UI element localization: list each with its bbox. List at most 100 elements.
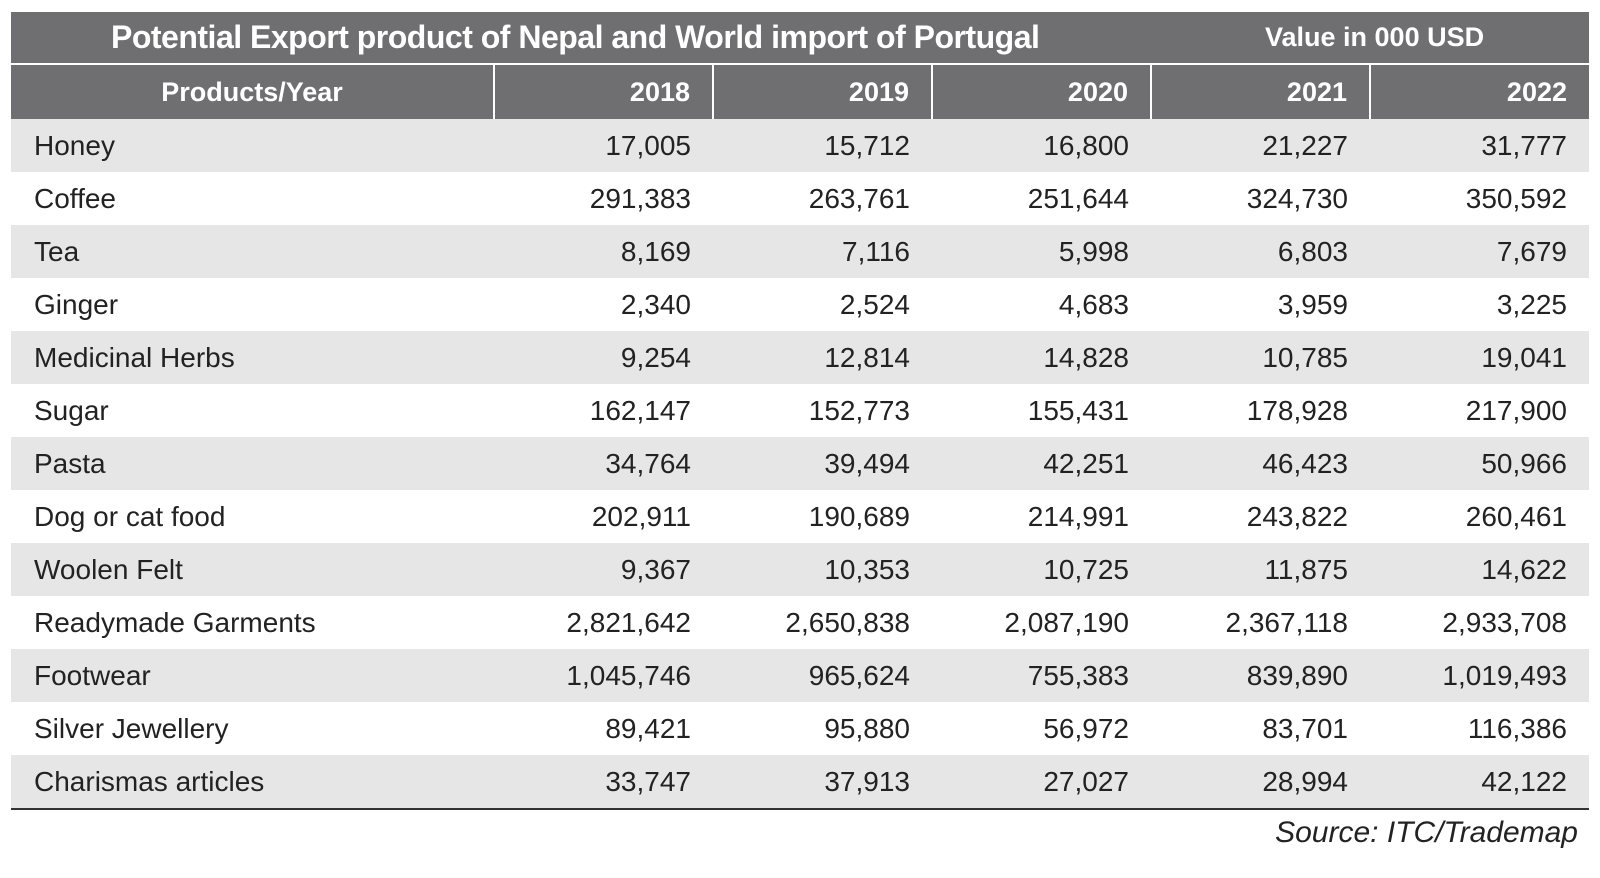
product-name-cell: Readymade Garments (11, 596, 494, 649)
table-row: Woolen Felt 9,367 10,353 10,725 11,875 14,622 (11, 543, 1589, 596)
column-header-2020: 2020 (931, 65, 1151, 119)
table-row: Pasta 34,764 39,494 42,251 46,423 50,966 (11, 437, 1589, 490)
value-cell-2020: 5,998 (932, 225, 1151, 278)
product-name-cell: Medicinal Herbs (11, 331, 494, 384)
value-cell-2019: 2,524 (713, 278, 932, 331)
product-name-cell: Footwear (11, 649, 494, 702)
table-row: Sugar 162,147 152,773 155,431 178,928 217,900 (11, 384, 1589, 437)
value-cell-2022: 1,019,493 (1370, 649, 1589, 702)
value-cell-2018: 34,764 (494, 437, 713, 490)
value-cell-2022: 19,041 (1370, 331, 1589, 384)
value-cell-2022: 217,900 (1370, 384, 1589, 437)
table-row: Tea 8,169 7,116 5,998 6,803 7,679 (11, 225, 1589, 278)
value-cell-2020: 56,972 (932, 702, 1151, 755)
value-cell-2019: 15,712 (713, 119, 932, 172)
value-cell-2019: 10,353 (713, 543, 932, 596)
value-cell-2018: 9,367 (494, 543, 713, 596)
table-row: Ginger 2,340 2,524 4,683 3,959 3,225 (11, 278, 1589, 331)
product-name-cell: Tea (11, 225, 494, 278)
table-body: Honey 17,005 15,712 16,800 21,227 31,777 Coffe… (11, 119, 1589, 810)
value-cell-2018: 9,254 (494, 331, 713, 384)
value-cell-2022: 3,225 (1370, 278, 1589, 331)
value-cell-2019: 263,761 (713, 172, 932, 225)
value-cell-2022: 42,122 (1370, 755, 1589, 810)
value-cell-2022: 350,592 (1370, 172, 1589, 225)
value-cell-2018: 89,421 (494, 702, 713, 755)
product-name-cell: Honey (11, 119, 494, 172)
value-cell-2021: 6,803 (1151, 225, 1370, 278)
value-cell-2021: 324,730 (1151, 172, 1370, 225)
table-row: Charismas articles 33,747 37,913 27,027 28,9… (11, 755, 1589, 810)
value-cell-2021: 178,928 (1151, 384, 1370, 437)
value-cell-2020: 214,991 (932, 490, 1151, 543)
value-cell-2021: 83,701 (1151, 702, 1370, 755)
value-cell-2021: 2,367,118 (1151, 596, 1370, 649)
value-cell-2019: 95,880 (713, 702, 932, 755)
product-name-cell: Ginger (11, 278, 494, 331)
value-cell-2018: 291,383 (494, 172, 713, 225)
table-title: Potential Export product of Nepal and Wo… (111, 19, 1040, 55)
product-name-cell: Coffee (11, 172, 494, 225)
value-cell-2022: 260,461 (1370, 490, 1589, 543)
value-cell-2018: 8,169 (494, 225, 713, 278)
product-name-cell: Woolen Felt (11, 543, 494, 596)
table-title-bar: Potential Export product of Nepal and Wo… (11, 12, 1589, 65)
value-cell-2020: 42,251 (932, 437, 1151, 490)
column-header-2018: 2018 (493, 65, 713, 119)
value-cell-2020: 2,087,190 (932, 596, 1151, 649)
value-cell-2018: 1,045,746 (494, 649, 713, 702)
value-cell-2019: 7,116 (713, 225, 932, 278)
value-cell-2019: 37,913 (713, 755, 932, 810)
value-cell-2022: 116,386 (1370, 702, 1589, 755)
product-import-table: Products/Year 2018 2019 2020 2021 2022 H… (11, 65, 1589, 810)
value-cell-2018: 2,340 (494, 278, 713, 331)
value-cell-2019: 190,689 (713, 490, 932, 543)
table-row: Silver Jewellery 89,421 95,880 56,972 83,701… (11, 702, 1589, 755)
table-header: Products/Year 2018 2019 2020 2021 2022 (11, 65, 1589, 119)
value-cell-2022: 14,622 (1370, 543, 1589, 596)
table-row: Coffee 291,383 263,761 251,644 324,730 350,59… (11, 172, 1589, 225)
product-name-cell: Charismas articles (11, 755, 494, 810)
product-name-cell: Pasta (11, 437, 494, 490)
value-cell-2019: 965,624 (713, 649, 932, 702)
value-cell-2021: 28,994 (1151, 755, 1370, 810)
value-cell-2021: 839,890 (1151, 649, 1370, 702)
column-header-2021: 2021 (1150, 65, 1370, 119)
source-note: Source: ITC/Trademap (1275, 816, 1578, 849)
value-cell-2019: 12,814 (713, 331, 932, 384)
value-cell-2022: 7,679 (1370, 225, 1589, 278)
table-row: Footwear 1,045,746 965,624 755,383 839,890 1,… (11, 649, 1589, 702)
column-header-products: Products/Year (11, 65, 494, 119)
table-unit-label: Value in 000 USD (1265, 22, 1485, 52)
value-cell-2021: 243,822 (1151, 490, 1370, 543)
value-cell-2019: 152,773 (713, 384, 932, 437)
value-cell-2018: 202,911 (494, 490, 713, 543)
value-cell-2019: 2,650,838 (713, 596, 932, 649)
value-cell-2020: 251,644 (932, 172, 1151, 225)
value-cell-2022: 50,966 (1370, 437, 1589, 490)
value-cell-2020: 16,800 (932, 119, 1151, 172)
value-cell-2022: 2,933,708 (1370, 596, 1589, 649)
column-header-2019: 2019 (712, 65, 932, 119)
value-cell-2018: 33,747 (494, 755, 713, 810)
value-cell-2022: 31,777 (1370, 119, 1589, 172)
product-name-cell: Sugar (11, 384, 494, 437)
data-table-container: Potential Export product of Nepal and Wo… (11, 12, 1589, 810)
table-row: Dog or cat food 202,911 190,689 214,991 243,… (11, 490, 1589, 543)
value-cell-2020: 10,725 (932, 543, 1151, 596)
value-cell-2021: 21,227 (1151, 119, 1370, 172)
value-cell-2021: 10,785 (1151, 331, 1370, 384)
table-row: Honey 17,005 15,712 16,800 21,227 31,777 (11, 119, 1589, 172)
product-name-cell: Silver Jewellery (11, 702, 494, 755)
column-header-2022: 2022 (1369, 65, 1589, 119)
value-cell-2020: 155,431 (932, 384, 1151, 437)
value-cell-2020: 755,383 (932, 649, 1151, 702)
table-row: Medicinal Herbs 9,254 12,814 14,828 10,785 19… (11, 331, 1589, 384)
value-cell-2020: 14,828 (932, 331, 1151, 384)
value-cell-2021: 3,959 (1151, 278, 1370, 331)
value-cell-2020: 4,683 (932, 278, 1151, 331)
table-row: Readymade Garments 2,821,642 2,650,838 2,08… (11, 596, 1589, 649)
value-cell-2021: 11,875 (1151, 543, 1370, 596)
value-cell-2019: 39,494 (713, 437, 932, 490)
product-name-cell: Dog or cat food (11, 490, 494, 543)
